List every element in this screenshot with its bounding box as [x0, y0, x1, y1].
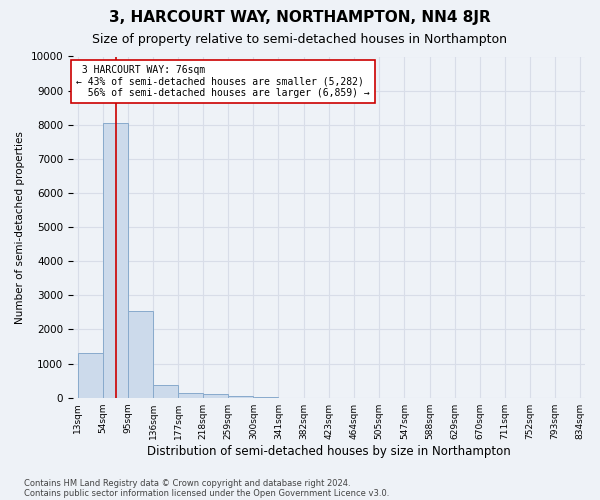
Text: Contains public sector information licensed under the Open Government Licence v3: Contains public sector information licen…	[24, 488, 389, 498]
Text: Size of property relative to semi-detached houses in Northampton: Size of property relative to semi-detach…	[92, 32, 508, 46]
Text: 3 HARCOURT WAY: 76sqm
← 43% of semi-detached houses are smaller (5,282)
  56% of: 3 HARCOURT WAY: 76sqm ← 43% of semi-deta…	[76, 65, 370, 98]
Bar	[203, 394, 228, 398]
Bar	[178, 392, 203, 398]
X-axis label: Distribution of semi-detached houses by size in Northampton: Distribution of semi-detached houses by …	[147, 444, 511, 458]
Text: Contains HM Land Registry data © Crown copyright and database right 2024.: Contains HM Land Registry data © Crown c…	[24, 478, 350, 488]
Bar	[78, 352, 103, 398]
Bar	[103, 123, 128, 398]
Bar	[153, 384, 178, 398]
Bar	[128, 310, 153, 398]
Text: 3, HARCOURT WAY, NORTHAMPTON, NN4 8JR: 3, HARCOURT WAY, NORTHAMPTON, NN4 8JR	[109, 10, 491, 25]
Y-axis label: Number of semi-detached properties: Number of semi-detached properties	[15, 130, 25, 324]
Bar	[229, 396, 253, 398]
